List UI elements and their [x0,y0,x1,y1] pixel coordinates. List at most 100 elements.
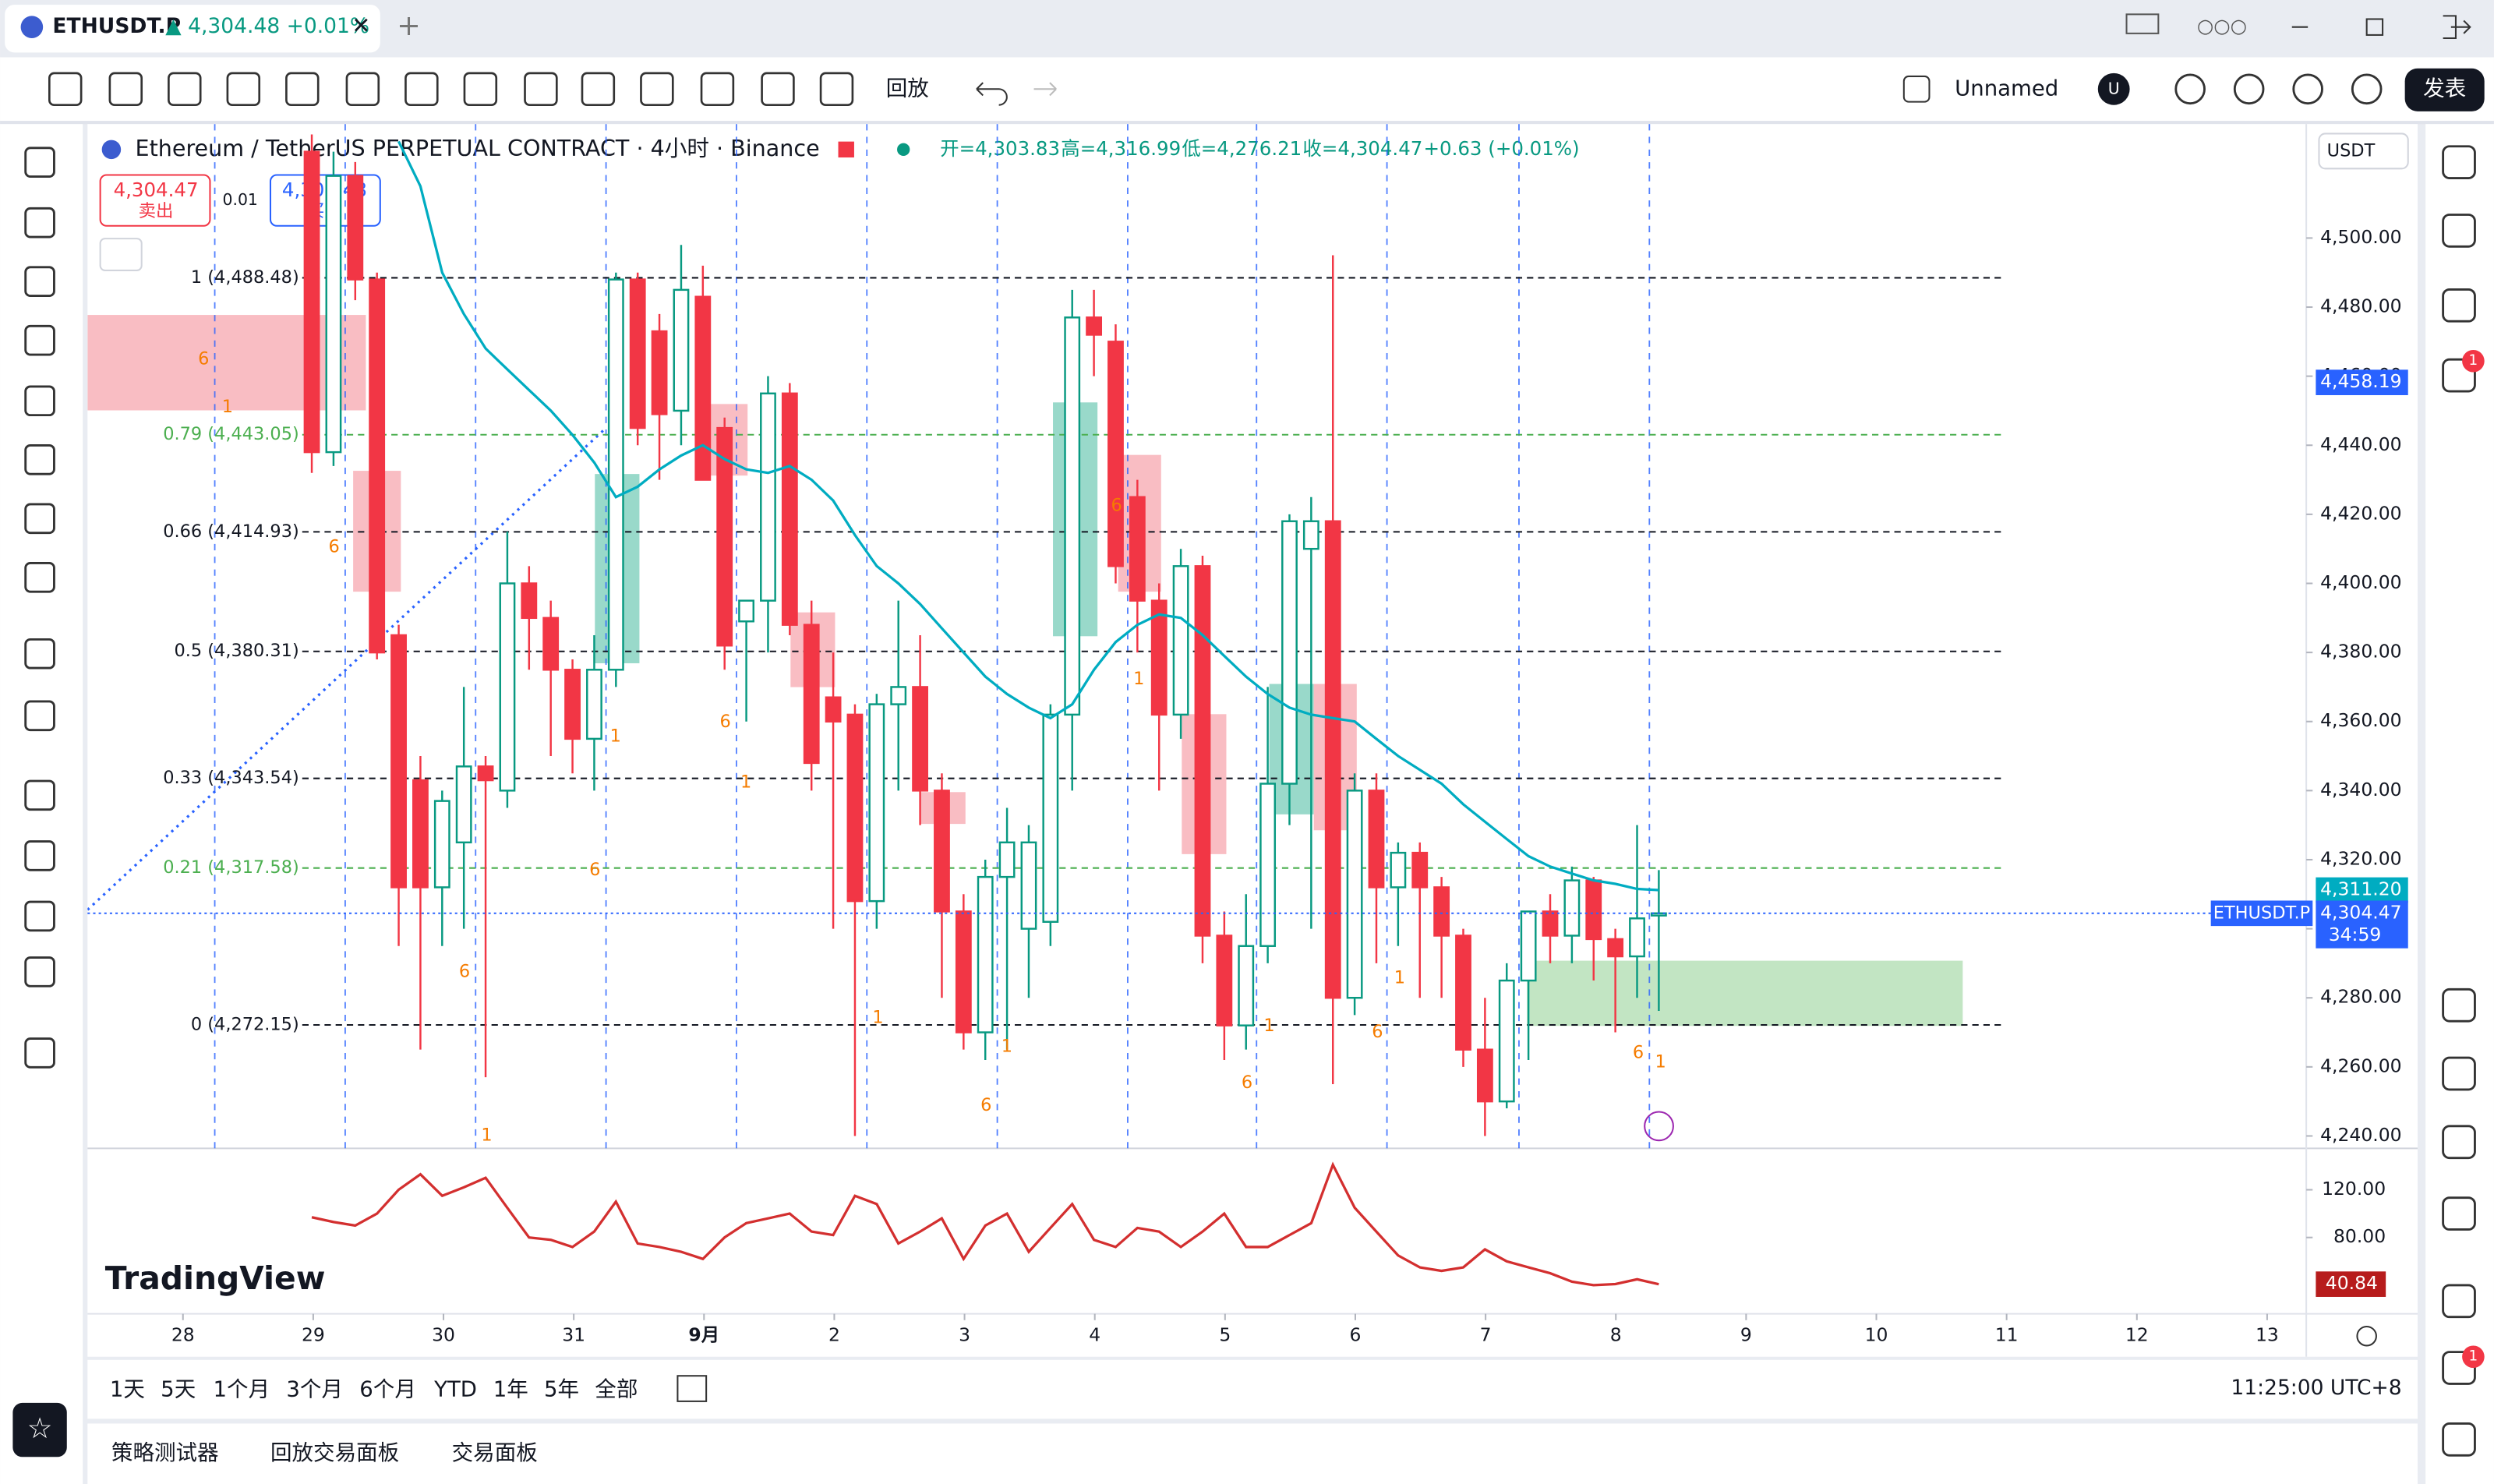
sell-button[interactable] [99,174,211,227]
tool-icon[interactable] [24,779,55,811]
y-tick-label: 4,360.00 [2320,709,2401,731]
tab-close[interactable]: ✕ [351,12,370,39]
side-icon[interactable] [2442,1351,2476,1385]
timeframe[interactable]: 5天 [161,1377,196,1402]
candle-body [1368,790,1385,889]
side-icon[interactable] [2442,358,2476,393]
tool-icon[interactable] [24,840,55,871]
side-icon[interactable] [2442,988,2476,1023]
tool-icon[interactable] [819,72,854,107]
td-label: 1 [1263,1016,1274,1036]
undo[interactable] [976,82,1008,106]
tab[interactable] [5,5,380,53]
tool-icon[interactable] [168,72,202,107]
tool-icon[interactable] [524,72,558,107]
candle-body [760,392,776,602]
timeframe[interactable]: 1个月 [214,1377,270,1402]
timeframe[interactable]: 6个月 [359,1377,416,1402]
legend-high: 高=4,316.99 [1061,137,1181,160]
timeframe[interactable]: YTD [433,1377,477,1402]
badge [2462,1345,2485,1369]
new-tab[interactable]: + [397,9,421,42]
settings[interactable] [2356,1325,2377,1347]
candle-body [673,288,690,412]
tool-icon[interactable] [108,72,143,107]
legend-title: Ethereum / TetherUS PERPETUAL CONTRACT ·… [136,135,820,161]
tool-icon[interactable] [24,324,55,356]
bottom-tab[interactable]: 回放交易面板 [270,1440,399,1465]
tool-icon[interactable] [226,72,261,107]
tool-icon[interactable] [2351,73,2383,105]
currency-select[interactable] [2318,132,2409,170]
window-icon[interactable] [2125,13,2160,34]
more[interactable]: ○○○ [2197,15,2247,37]
left-toolbar [0,124,83,1484]
tool-icon[interactable] [24,503,55,535]
tool-icon[interactable] [463,72,498,107]
layout-name[interactable]: Unnamed [1955,76,2058,101]
tool-icon[interactable] [24,266,55,298]
toolbar [0,57,2494,122]
timeframe[interactable]: 5年 [544,1377,579,1402]
timeframe[interactable]: 3个月 [286,1377,343,1402]
timeframe[interactable]: 1年 [493,1377,528,1402]
tool-icon[interactable] [2174,73,2206,105]
candle-body [477,765,494,782]
tool-icon[interactable] [24,638,55,670]
candle-body [1563,879,1581,937]
tool-icon[interactable] [24,700,55,732]
tab-icon [20,16,44,38]
maximize[interactable] [2365,18,2384,36]
side-icon[interactable] [2442,145,2476,179]
redo[interactable] [1033,82,1057,97]
candle-body [1346,790,1363,999]
timeframe[interactable]: 1天 [110,1377,145,1402]
watchlist[interactable] [12,1402,67,1458]
collapse[interactable] [99,238,143,271]
tool-icon[interactable] [24,385,55,417]
candle-body [586,669,602,740]
tool-icon[interactable] [700,72,735,107]
side-icon[interactable] [2442,1284,2476,1319]
td-label: 6 [459,961,470,981]
layout-checkbox[interactable] [1902,75,1931,103]
tool-icon[interactable] [24,956,55,988]
tool-icon[interactable] [761,72,795,107]
candle-body [955,910,972,1034]
tool-icon[interactable] [2233,73,2265,105]
tool-icon[interactable] [285,72,320,107]
side-icon[interactable] [2442,1196,2476,1231]
side-icon[interactable] [2442,1056,2476,1091]
side-icon[interactable] [2442,1422,2476,1457]
publish-button[interactable] [2404,68,2485,111]
tool-icon[interactable] [24,1037,55,1069]
replay[interactable]: 回放 [886,76,929,101]
candle-body [1607,938,1624,958]
side-icon[interactable] [2442,214,2476,248]
logout[interactable] [2443,15,2471,39]
side-icon[interactable] [2442,1125,2476,1160]
tool-icon[interactable] [581,72,616,107]
event-marker[interactable] [1644,1111,1674,1142]
tool-icon[interactable] [24,207,55,238]
bottom-tab[interactable]: 交易面板 [452,1440,538,1465]
y-tick-label: 4,480.00 [2320,295,2401,317]
tool-icon[interactable] [48,72,83,107]
replay-icon[interactable] [676,1375,708,1402]
timeframe[interactable]: 全部 [595,1377,638,1402]
tool-icon[interactable] [24,900,55,932]
tool-icon[interactable] [24,147,55,178]
candle-body [1150,599,1168,716]
bottom-tab[interactable]: 策略测试器 [111,1440,219,1465]
tool-icon[interactable] [2292,73,2323,105]
td-label: 6 [1111,495,1122,515]
candle-body [1455,935,1471,1051]
tool-icon[interactable] [24,443,55,475]
tool-icon[interactable] [24,561,55,593]
avatar[interactable] [2097,72,2130,105]
tool-icon[interactable] [345,72,380,107]
side-icon[interactable] [2442,288,2476,323]
td-label: 6 [1372,1022,1383,1042]
tool-icon[interactable] [404,72,439,107]
tool-icon[interactable] [640,72,674,107]
